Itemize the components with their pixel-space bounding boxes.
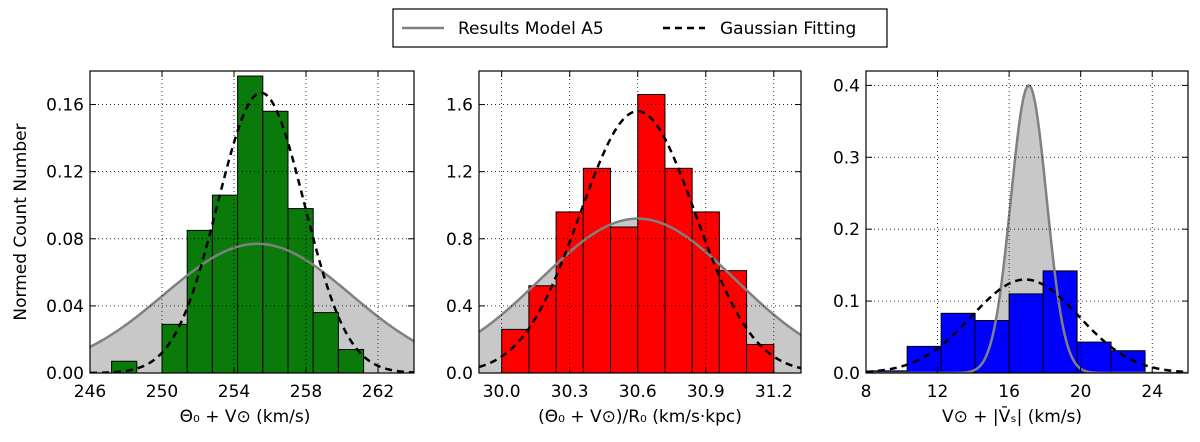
x-tick-label: 262 <box>362 382 394 402</box>
plot-area-left <box>90 75 414 373</box>
histogram-bar <box>582 167 612 373</box>
histogram-bar <box>718 270 748 373</box>
histogram-bar <box>501 328 530 373</box>
y-tick-label: 0.0 <box>833 364 860 384</box>
x-tick-label: 30.6 <box>619 382 657 402</box>
y-tick-label: 1.6 <box>446 96 473 116</box>
x-tick-label: 250 <box>146 382 178 402</box>
x-tick-label: 16 <box>998 382 1020 402</box>
plot-area-middle <box>479 93 801 373</box>
axes-frame-middle <box>478 70 802 374</box>
histogram-bar <box>161 323 188 373</box>
y-tick-label: 0.12 <box>46 163 84 183</box>
y-tick-label: 0.2 <box>833 220 860 240</box>
legend-model-label: Results Model A5 <box>458 19 604 39</box>
histogram-bar <box>211 194 239 373</box>
x-tick-label: 258 <box>290 382 322 402</box>
y-tick-label: 0.0 <box>446 364 473 384</box>
histogram-bar <box>1076 341 1112 373</box>
model-curve-left <box>90 242 414 349</box>
x-axis-label-middle: (Θ₀ + V⊙)/R₀ (km/s·kpc) <box>538 407 742 427</box>
y-tick-label: 1.2 <box>446 163 473 183</box>
x-tick-label: 24 <box>1141 382 1163 402</box>
panel-left: 246 250 254 258 262 0.00 0.04 0.08 0.12 0.16 <box>46 70 415 402</box>
histogram-bar <box>262 110 289 373</box>
y-tick-label: 0.04 <box>46 297 84 317</box>
y-tick-label: 0.00 <box>46 364 84 384</box>
y-tick-label: 0.08 <box>46 230 84 250</box>
histogram-bar <box>637 93 666 373</box>
x-axis-label-left: Θ₀ + V⊙ (km/s) <box>180 407 311 427</box>
y-tick-label: 0.4 <box>833 76 860 96</box>
x-tick-label: 12 <box>927 382 949 402</box>
histogram-bar <box>186 229 213 373</box>
legend-gaussian-label: Gaussian Fitting <box>720 19 856 39</box>
model-curve-right <box>866 84 1188 373</box>
gaussian-fit-middle <box>479 110 801 370</box>
legend-frame <box>392 8 888 48</box>
x-tick-label: 30.0 <box>483 382 521 402</box>
axes-frame-left <box>89 70 415 374</box>
x-tick-label: 246 <box>74 382 106 402</box>
y-tick-label: 0.3 <box>833 148 860 168</box>
y-tick-label: 0.4 <box>446 297 473 317</box>
legend: Results Model A5 Gaussian Fitting <box>392 8 888 48</box>
histogram-bar <box>1008 293 1044 373</box>
x-tick-label: 8 <box>861 382 872 402</box>
axes-frame-right <box>865 70 1189 374</box>
histogram-bar <box>312 312 339 373</box>
histogram-bar <box>664 167 693 373</box>
x-tick-label: 20 <box>1070 382 1092 402</box>
y-axis-label: Normed Count Number <box>11 123 31 320</box>
histogram-bar <box>237 75 264 373</box>
histogram-bar <box>555 211 584 373</box>
y-tick-label: 0.16 <box>46 96 84 116</box>
x-tick-label: 30.3 <box>551 382 589 402</box>
histogram-bar <box>287 208 314 373</box>
model-curve-middle <box>479 217 801 337</box>
x-tick-label: 30.9 <box>687 382 725 402</box>
panel-middle: 30.0 30.3 30.6 30.9 31.2 0.0 0.4 0.8 1.2 1.6 <box>446 70 802 402</box>
x-tick-label: 254 <box>218 382 250 402</box>
y-tick-label: 0.1 <box>833 292 860 312</box>
gaussian-fit-left <box>90 91 414 373</box>
panel-right: 8 12 16 20 24 0.0 0.1 0.2 0.3 0.4 <box>833 70 1189 402</box>
histogram-bar <box>940 312 976 373</box>
histogram-bar <box>1110 350 1146 373</box>
histogram-bar <box>746 343 775 373</box>
histogram-bar <box>528 285 557 373</box>
gaussian-fit-right <box>866 278 1188 373</box>
x-tick-label: 31.2 <box>755 382 793 402</box>
histogram-bar <box>610 226 639 373</box>
y-tick-label: 0.8 <box>446 230 473 250</box>
x-axis-label-right: V⊙ + |V̄ₛ| (km/s) <box>942 405 1082 427</box>
histogram-bar <box>691 211 720 373</box>
